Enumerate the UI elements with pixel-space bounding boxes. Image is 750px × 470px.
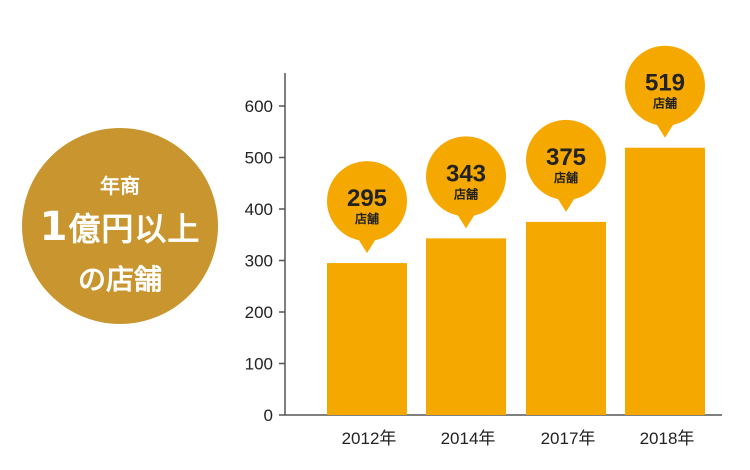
- x-tick-label: 2018年: [640, 429, 695, 448]
- y-tick-label: 0: [264, 406, 273, 425]
- x-tick-label: 2014年: [441, 429, 496, 448]
- data-label-unit: 店舗: [355, 211, 379, 226]
- callout-bubble: [426, 136, 506, 217]
- data-label: 519: [645, 70, 685, 97]
- bar: [625, 147, 705, 415]
- x-tick-label: 2017年: [541, 429, 596, 448]
- data-label-unit: 店舗: [454, 186, 478, 201]
- y-tick-label: 200: [245, 303, 273, 322]
- callout-pointer: [655, 121, 675, 138]
- data-label: 375: [546, 144, 586, 171]
- callout-pointer: [357, 237, 377, 254]
- bar: [526, 221, 606, 415]
- badge-number: 1: [39, 204, 69, 250]
- y-tick-label: 400: [245, 200, 273, 219]
- badge-line-1: 年商: [100, 174, 140, 198]
- y-tick-label: 500: [245, 149, 273, 168]
- callout-bubble: [327, 161, 407, 242]
- callout-bubble: [526, 119, 606, 200]
- badge-line-2-text: 億円以上: [68, 210, 201, 248]
- y-tick-label: 600: [245, 97, 273, 116]
- bar: [426, 238, 506, 415]
- bar: [327, 263, 407, 415]
- x-tick-label: 2012年: [342, 429, 397, 448]
- y-tick-label: 300: [245, 252, 273, 271]
- badge-line-2: 1億円以上: [22, 204, 218, 250]
- y-tick-label: 100: [245, 355, 273, 374]
- data-label: 343: [446, 160, 486, 187]
- revenue-badge: 年商 1億円以上 の店舗: [22, 128, 218, 324]
- callout-bubble: [625, 45, 705, 126]
- badge-line-3: の店舗: [77, 263, 162, 296]
- data-label-unit: 店舗: [554, 170, 578, 185]
- data-label-unit: 店舗: [653, 96, 677, 111]
- callout-pointer: [456, 212, 476, 229]
- callout-pointer: [556, 195, 576, 212]
- data-label: 295: [347, 185, 387, 212]
